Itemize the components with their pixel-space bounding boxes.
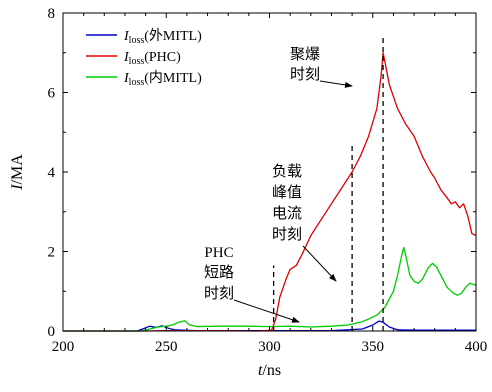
annotation-text-line: PHC (204, 245, 233, 261)
series-line-2 (63, 246, 477, 332)
annotation-text-line: 时刻 (204, 285, 234, 302)
x-tick-label: 350 (362, 339, 385, 355)
x-tick-label: 400 (465, 339, 488, 355)
y-axis-label-unit: /MA (9, 154, 26, 185)
y-tick-label: 2 (48, 245, 56, 261)
legend-entry-0: Iloss(外MITL) (123, 28, 202, 46)
legend-subscript: loss (129, 56, 145, 67)
y-tick-label: 8 (48, 6, 56, 22)
legend-subscript: loss (129, 35, 145, 46)
x-axis-label: t/ns (258, 362, 281, 379)
annotation-text-line: 短路 (204, 264, 234, 281)
annotation-arrow (302, 245, 337, 282)
annotation-text-line: 聚爆 (290, 46, 320, 63)
annotation-arrow (319, 80, 353, 88)
legend-entry-2: Iloss(内MITL) (123, 70, 202, 88)
annotation-text-line: 电流 (272, 205, 302, 222)
legend-suffix: (外MITL) (144, 28, 202, 44)
annotation-arrow (233, 299, 300, 323)
legend-entry-1: Iloss(PHC) (123, 50, 181, 67)
annotation-text-line: 时刻 (290, 66, 320, 83)
y-axis-label-var: I (9, 184, 26, 191)
legend-var: I (123, 50, 130, 65)
y-tick-label: 6 (48, 86, 56, 102)
x-tick-label: 200 (52, 339, 75, 355)
y-axis-label: I/MA (9, 154, 26, 191)
x-tick-label: 250 (155, 339, 178, 355)
annotation-text-line: 负载 (272, 163, 302, 180)
legend-subscript: loss (129, 77, 145, 88)
legend-suffix: (内MITL) (144, 70, 202, 86)
x-axis-label-unit: /ns (262, 362, 281, 379)
legend-var: I (123, 71, 130, 86)
series-line-1 (63, 52, 477, 332)
annotation-text-line: 峰值 (272, 184, 302, 201)
legend-suffix: (PHC) (144, 50, 181, 65)
annotation-text-line: 时刻 (272, 226, 302, 243)
y-tick-label: 0 (48, 324, 56, 340)
y-tick-label: 4 (48, 165, 56, 181)
legend-var: I (123, 29, 130, 44)
x-tick-label: 300 (258, 339, 281, 355)
x-axis-label-var: t (258, 362, 263, 379)
